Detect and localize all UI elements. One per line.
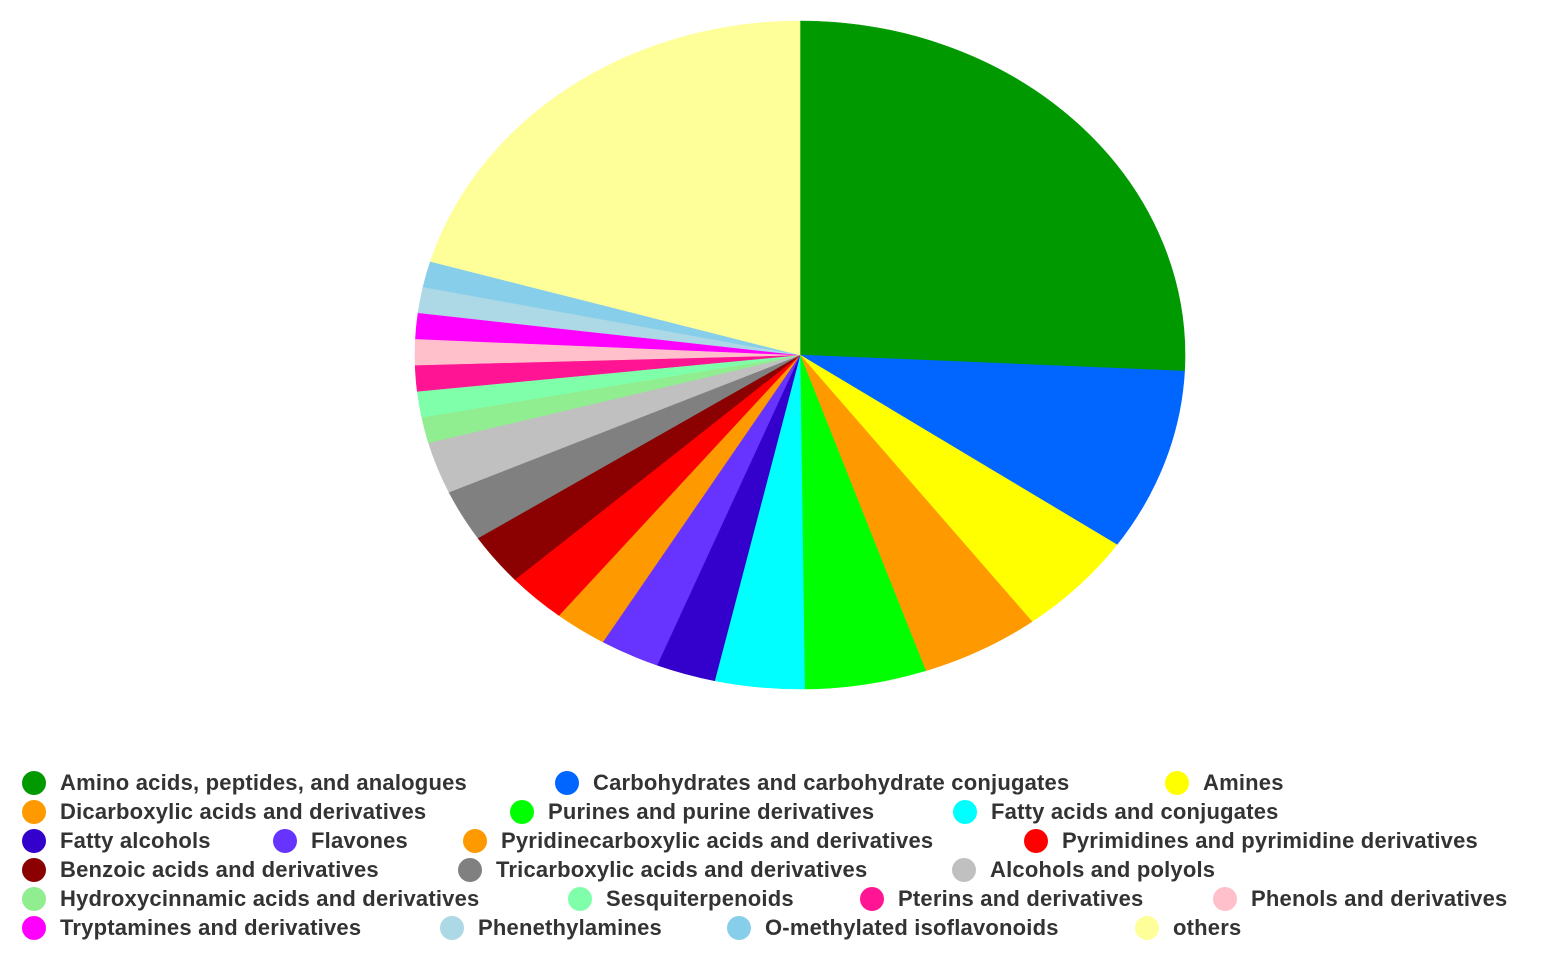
pie-slices — [414, 20, 1186, 690]
pie-slice-amino-acids-peptides-and-analogues — [799, 20, 1186, 372]
pie-slice-carbohydrates-and-carbohydrate-conjugates — [799, 354, 1185, 546]
pie-slice-others — [430, 20, 801, 356]
